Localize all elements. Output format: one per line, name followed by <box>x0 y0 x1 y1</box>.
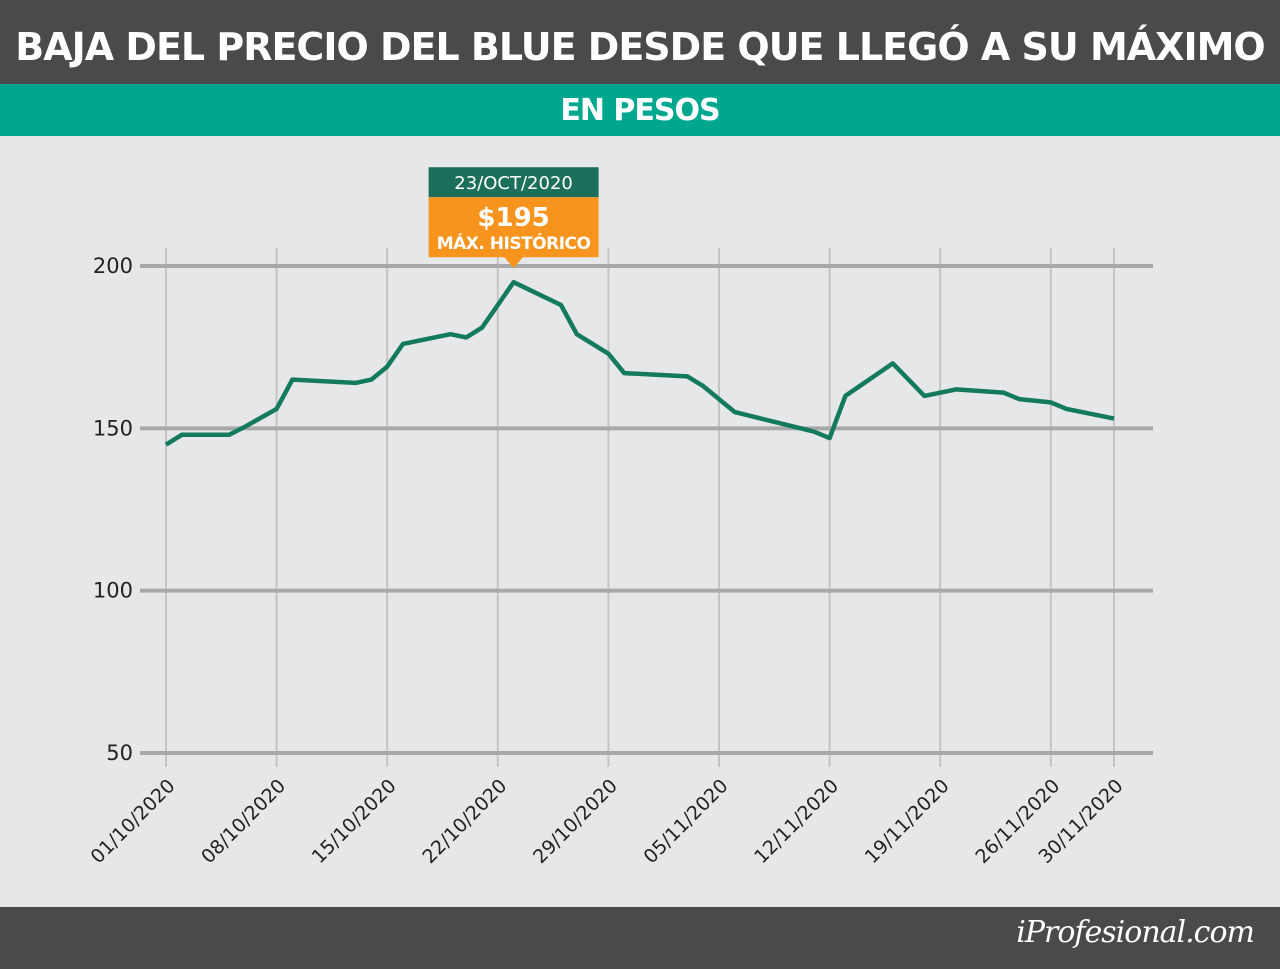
chart-subtitle: EN PESOS <box>0 84 1280 136</box>
x-tick-label: 15/10/2020 <box>308 775 401 868</box>
y-tick-label: 200 <box>93 254 133 278</box>
annotation-pointer <box>503 256 524 269</box>
x-tick-label: 08/10/2020 <box>197 775 290 868</box>
chart-title: BAJA DEL PRECIO DEL BLUE DESDE QUE LLEGÓ… <box>0 0 1280 84</box>
line <box>164 279 1115 447</box>
chart: 01/10/2020 08/10/2020 15/10/2020 22/10/2020… <box>87 167 1153 868</box>
x-tick-label: 22/10/2020 <box>418 775 511 868</box>
y-tick-label: 150 <box>93 416 133 440</box>
annotation-value: $195 <box>477 203 549 233</box>
footer: iProfesional.com <box>0 907 1280 969</box>
brand: iProfesional.com <box>1016 915 1255 950</box>
x-tick-label: 19/11/2020 <box>861 775 954 868</box>
x-tick-label: 05/11/2020 <box>640 775 733 868</box>
y-tick-label: 50 <box>106 741 133 765</box>
x-tick-label: 01/10/2020 <box>87 775 180 868</box>
x-tick-label: 12/11/2020 <box>750 775 843 868</box>
y-tick-label: 100 <box>93 579 133 603</box>
annotation-note: MÁX. HISTÓRICO <box>437 232 591 254</box>
x-tick-label: 29/10/2020 <box>529 775 622 868</box>
annotation-date: 23/OCT/2020 <box>454 173 573 194</box>
annotation-value-box <box>428 197 599 258</box>
annotation-date-box <box>428 167 599 198</box>
